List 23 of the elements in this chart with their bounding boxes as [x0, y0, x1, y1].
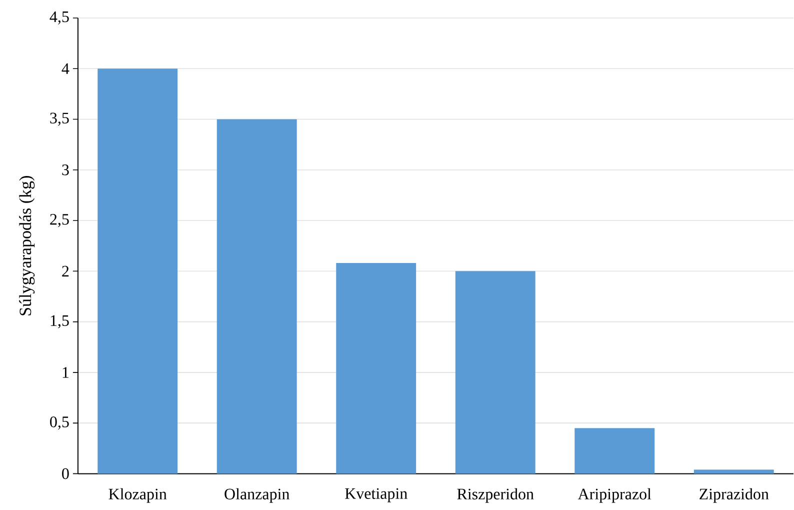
y-tick-label: 3,5	[50, 112, 69, 126]
y-tick-label: 2,5	[50, 214, 69, 228]
y-tick-label: 0,5	[50, 416, 69, 430]
bar	[98, 68, 178, 474]
bar	[694, 470, 774, 474]
x-tick-label: Kvetiapin	[345, 488, 408, 502]
x-tick-label: Ziprazidon	[700, 488, 769, 503]
bar	[216, 119, 297, 474]
y-tick-label: 0	[62, 468, 69, 480]
y-tick-label: 2	[62, 266, 69, 277]
x-tick-label: Aripiprazol	[578, 488, 652, 503]
bar	[336, 263, 416, 474]
y-tick-label: 1,5	[50, 315, 69, 328]
x-tick-label: Riszperidon	[457, 488, 534, 503]
y-tick-label: 1	[62, 367, 68, 378]
y-tick-label: 4,5	[50, 12, 69, 25]
y-tick-label: 4	[62, 64, 70, 74]
x-tick-label: Klozapin	[108, 488, 167, 503]
x-tick-label: Olanzapin	[224, 488, 290, 503]
y-tick-label: 3	[62, 164, 69, 176]
bar	[455, 271, 536, 474]
bar	[574, 428, 655, 474]
y-axis-title: Súlygyarapodás (kg)	[19, 176, 35, 316]
